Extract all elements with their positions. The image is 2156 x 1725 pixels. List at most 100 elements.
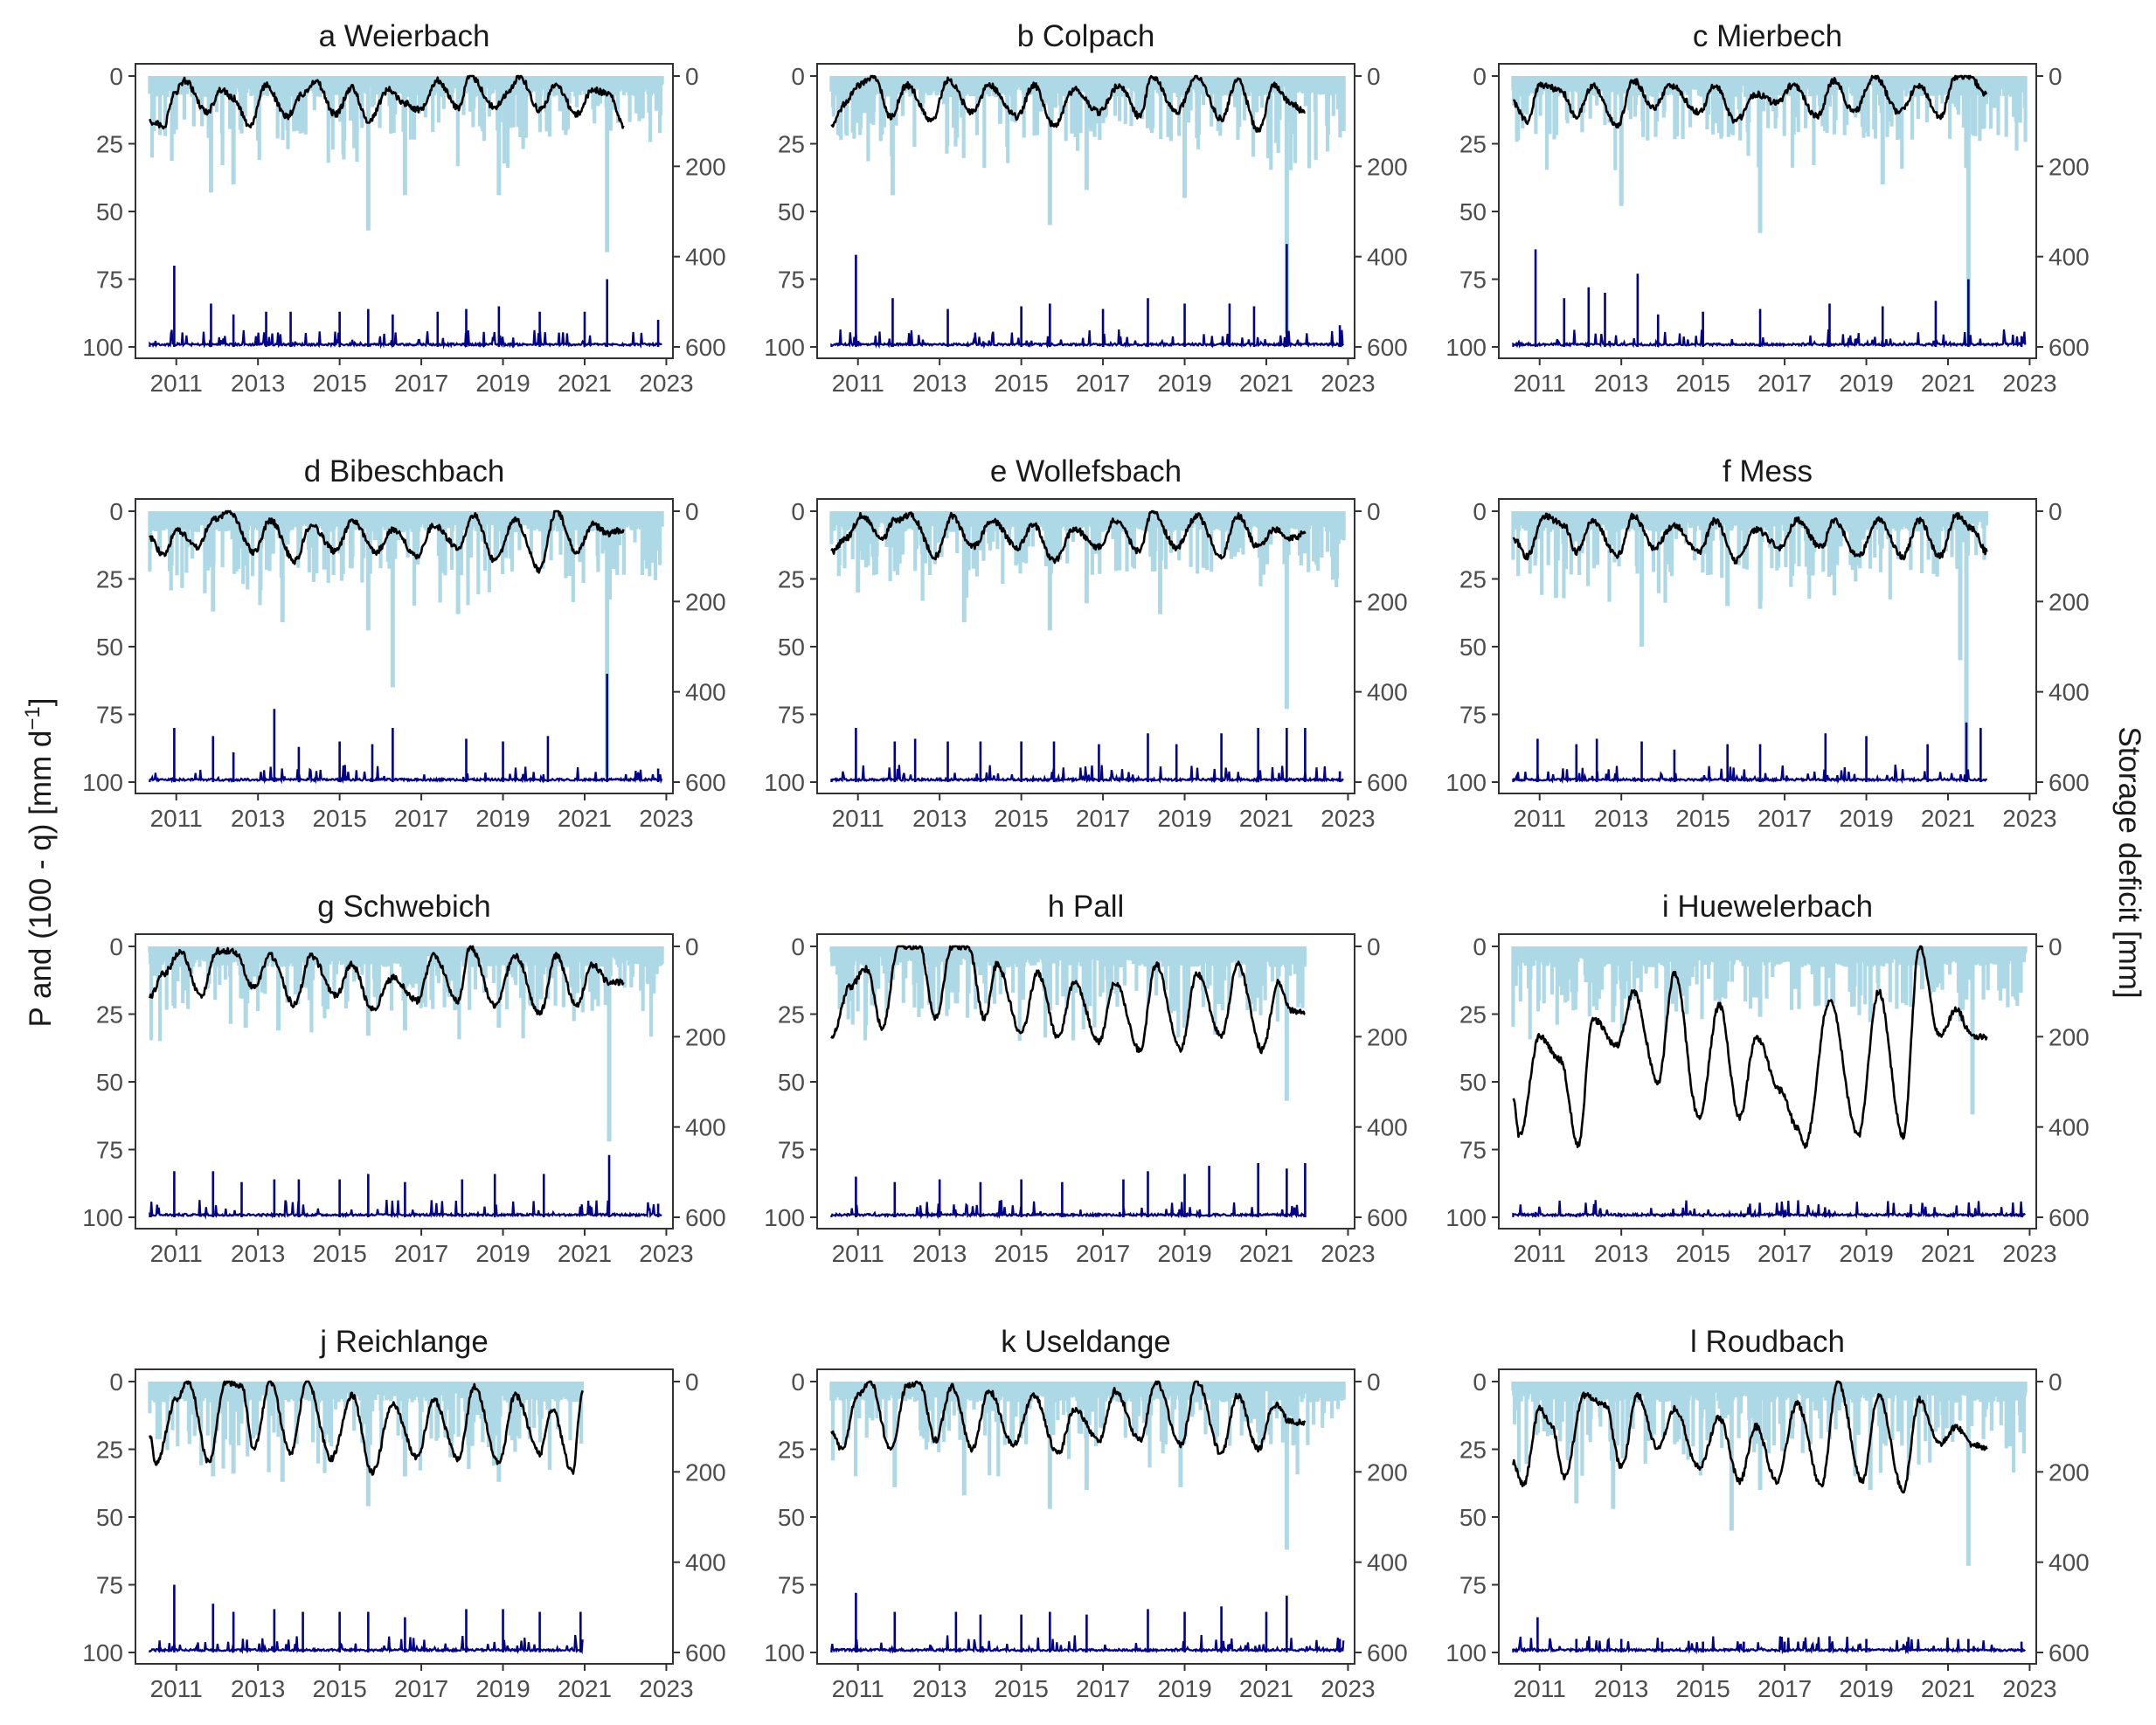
plot-area <box>1511 1380 2028 1655</box>
y-left-tick-label: 75 <box>778 267 805 294</box>
discharge-line <box>1512 764 1988 785</box>
x-tick-label: 2021 <box>1921 370 1975 397</box>
x-tick-label: 2013 <box>1594 1240 1648 1267</box>
y-left-tick-label: 25 <box>778 566 805 593</box>
storage-deficit-line <box>1512 512 1988 565</box>
discharge-series <box>149 674 663 785</box>
x-tick-label: 2021 <box>1239 805 1293 832</box>
y-left-tick-label: 75 <box>778 1572 805 1599</box>
y-left-tick-label: 25 <box>1459 566 1487 593</box>
y-right-axis-title: Storage deficit [mm] <box>2112 726 2146 998</box>
y-left-tick-label: 0 <box>1473 1368 1487 1396</box>
discharge-line <box>1512 1200 2027 1219</box>
y-right-tick-label: 600 <box>1367 334 1408 361</box>
y-right-tick-label: 0 <box>685 1368 699 1396</box>
x-tick-label: 2017 <box>1757 1675 1812 1702</box>
x-tick-label: 2019 <box>1839 1675 1893 1702</box>
x-tick-label: 2015 <box>1675 805 1730 832</box>
x-tick-label: 2023 <box>1321 370 1375 397</box>
panel-12: l Roudbach 0 25 50 75 100 0 200 400 600 2011 2013 20… <box>1445 1325 2089 1702</box>
x-tick-label: 2013 <box>912 1240 967 1267</box>
x-tick-label: 2013 <box>231 805 285 832</box>
x-tick-label: 2017 <box>1076 1675 1130 1702</box>
precip-series <box>829 946 1307 1101</box>
y-left-tick-label: 75 <box>96 1137 123 1164</box>
discharge-series <box>149 266 662 350</box>
precip-series <box>148 1382 584 1507</box>
x-tick-label: 2023 <box>639 1240 693 1267</box>
plot-area <box>829 509 1346 784</box>
x-tick-label: 2011 <box>150 1240 203 1267</box>
x-tick-label: 2015 <box>994 1240 1048 1267</box>
x-tick-label: 2019 <box>1839 370 1893 397</box>
x-tick-label: 2011 <box>832 805 884 832</box>
x-tick-label: 2015 <box>1675 1675 1730 1702</box>
y-left-tick-label: 100 <box>1445 1639 1487 1666</box>
x-tick-label: 2019 <box>1839 1240 1893 1267</box>
x-tick-label: 2023 <box>2002 1675 2056 1702</box>
x-tick-label: 2023 <box>1321 1675 1375 1702</box>
x-tick-label: 2021 <box>558 370 612 397</box>
x-tick-label: 2019 <box>475 1675 530 1702</box>
y-left-tick-label: 100 <box>82 769 123 796</box>
precip-bars <box>148 946 664 1042</box>
panel-title: j Reichlange <box>319 1325 489 1359</box>
y-right-tick-label: 400 <box>2049 1114 2090 1141</box>
plot-area <box>148 509 664 785</box>
y-right-tick-label: 600 <box>1367 1639 1408 1666</box>
y-left-tick-label: 50 <box>1459 634 1487 661</box>
x-tick-label: 2015 <box>312 370 366 397</box>
x-tick-label: 2021 <box>558 1240 612 1267</box>
plot-area <box>148 945 664 1220</box>
y-left-tick-label: 0 <box>1473 498 1487 525</box>
y-left-tick-label: 50 <box>778 634 805 661</box>
y-left-tick-label: 50 <box>96 634 123 661</box>
x-tick-label: 2019 <box>475 805 530 832</box>
plot-area <box>829 74 1346 350</box>
x-tick-label: 2011 <box>150 1675 203 1702</box>
panel-6: f Mess 0 25 50 75 100 0 200 400 600 2011 2013 2015 20… <box>1445 454 2089 832</box>
y-left-tick-label: 0 <box>791 63 805 90</box>
panels: a Weierbach 0 25 50 75 100 0 200 400 600 2011 2013 2… <box>82 19 2089 1702</box>
plot-area <box>1511 74 2028 349</box>
y-right-tick-label: 600 <box>1367 769 1408 796</box>
x-tick-label: 2013 <box>912 805 967 832</box>
storage-deficit-line <box>830 945 1306 1055</box>
x-tick-label: 2017 <box>394 370 448 397</box>
y-right-tick-label: 0 <box>2049 933 2062 960</box>
y-left-tick-label: 75 <box>1459 267 1487 294</box>
y-left-tick-label: 25 <box>1459 131 1487 158</box>
y-left-tick-label: 50 <box>1459 1069 1487 1096</box>
y-left-tick-label: 0 <box>109 498 123 525</box>
y-left-tick-label: 100 <box>1445 1204 1487 1231</box>
x-tick-label: 2017 <box>394 1240 448 1267</box>
discharge-series <box>1512 722 1988 785</box>
x-tick-label: 2023 <box>1321 1240 1375 1267</box>
y-right-tick-label: 600 <box>685 334 726 361</box>
discharge-series <box>1512 1617 2027 1655</box>
y-left-tick-label: 75 <box>96 267 123 294</box>
panel-1: a Weierbach 0 25 50 75 100 0 200 400 600 2011 2013 2… <box>82 19 725 397</box>
x-tick-label: 2011 <box>832 1240 884 1267</box>
x-tick-label: 2023 <box>2002 805 2056 832</box>
x-tick-label: 2015 <box>312 805 366 832</box>
y-right-tick-label: 600 <box>1367 1204 1408 1231</box>
y-right-tick-label: 400 <box>1367 679 1408 706</box>
x-tick-label: 2013 <box>912 1675 967 1702</box>
x-tick-label: 2013 <box>231 1675 285 1702</box>
storage-deficit-line <box>1512 1380 1988 1494</box>
x-tick-label: 2017 <box>1757 1240 1812 1267</box>
x-tick-label: 2023 <box>639 370 693 397</box>
y-left-tick-label: 25 <box>778 131 805 158</box>
x-tick-label: 2021 <box>1239 370 1293 397</box>
precip-series <box>1511 946 2028 1115</box>
x-tick-label: 2021 <box>1239 1675 1293 1702</box>
y-right-tick-label: 0 <box>685 933 699 960</box>
y-left-tick-label: 25 <box>96 131 123 158</box>
x-tick-label: 2019 <box>1839 805 1893 832</box>
storage-deficit-line <box>1513 74 1988 129</box>
y-right-tick-label: 400 <box>1367 1549 1408 1576</box>
x-tick-label: 2015 <box>312 1240 366 1267</box>
y-left-tick-label: 0 <box>1473 933 1487 960</box>
panel-title: l Roudbach <box>1690 1325 1845 1359</box>
